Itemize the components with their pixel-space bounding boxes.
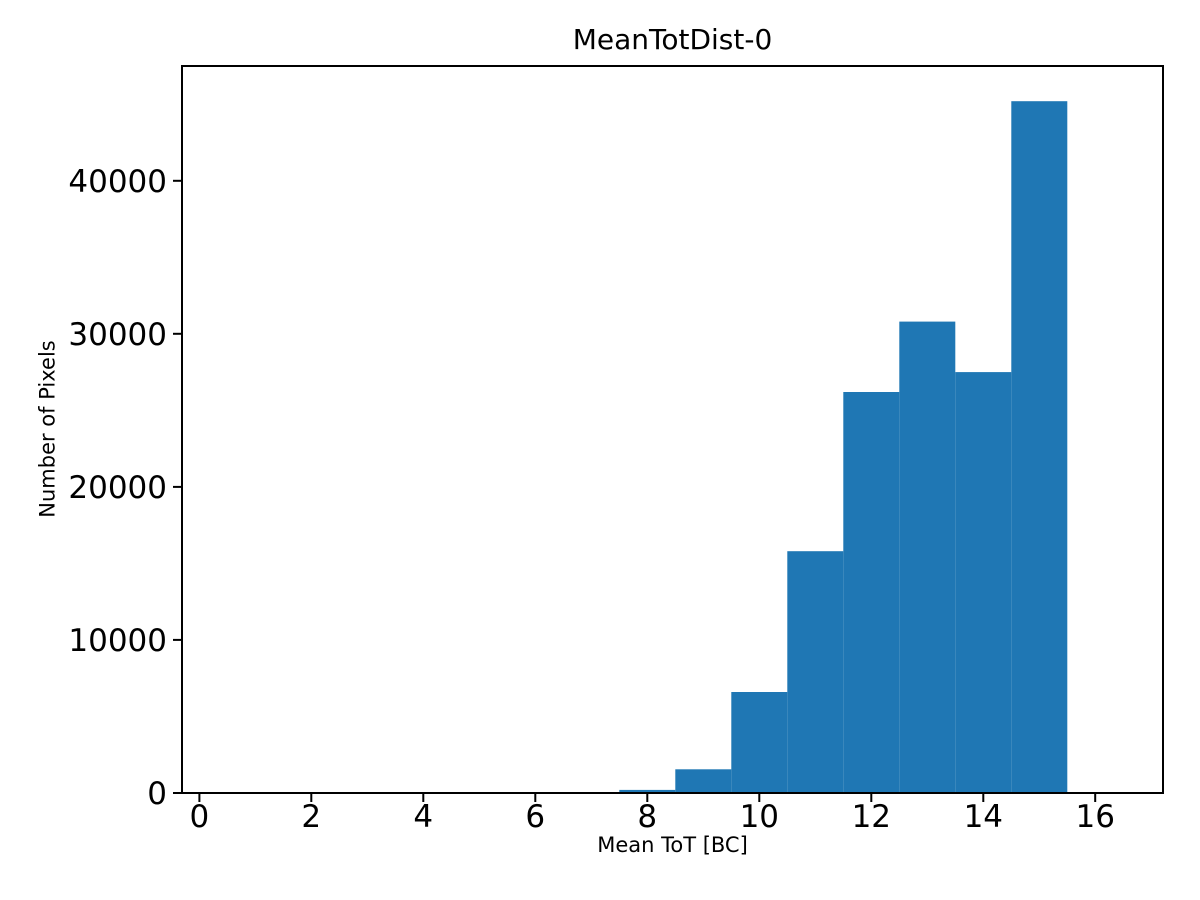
histogram-bar [1011, 101, 1068, 793]
plot-border [181, 65, 1164, 794]
x-tick-label: 16 [1075, 799, 1114, 835]
y-axis-label: Number of Pixels [35, 340, 60, 518]
x-axis-label: Mean ToT [BC] [597, 833, 748, 857]
x-tick-label: 8 [637, 799, 657, 835]
histogram-bar [955, 372, 1012, 793]
x-tick-label: 12 [852, 799, 891, 835]
x-tick-label: 6 [525, 799, 545, 835]
x-tick-label: 2 [301, 799, 321, 835]
histogram-bar [899, 321, 956, 793]
y-tick-label: 30000 [68, 317, 167, 353]
y-tick-label: 10000 [68, 623, 167, 659]
x-tick-label: 14 [964, 799, 1003, 835]
x-tick-label: 10 [740, 799, 779, 835]
x-tick-label: 4 [413, 799, 433, 835]
y-tick-label: 20000 [68, 470, 167, 506]
x-tick-label: 0 [190, 799, 210, 835]
histogram-bar [787, 551, 844, 793]
histogram-bar [843, 392, 900, 793]
chart-title: MeanTotDist-0 [572, 23, 773, 56]
histogram-bar [731, 692, 788, 793]
histogram-bar [619, 789, 676, 793]
histogram-bar [675, 769, 732, 793]
y-tick-label: 0 [147, 776, 167, 812]
y-tick-label: 40000 [68, 164, 167, 200]
